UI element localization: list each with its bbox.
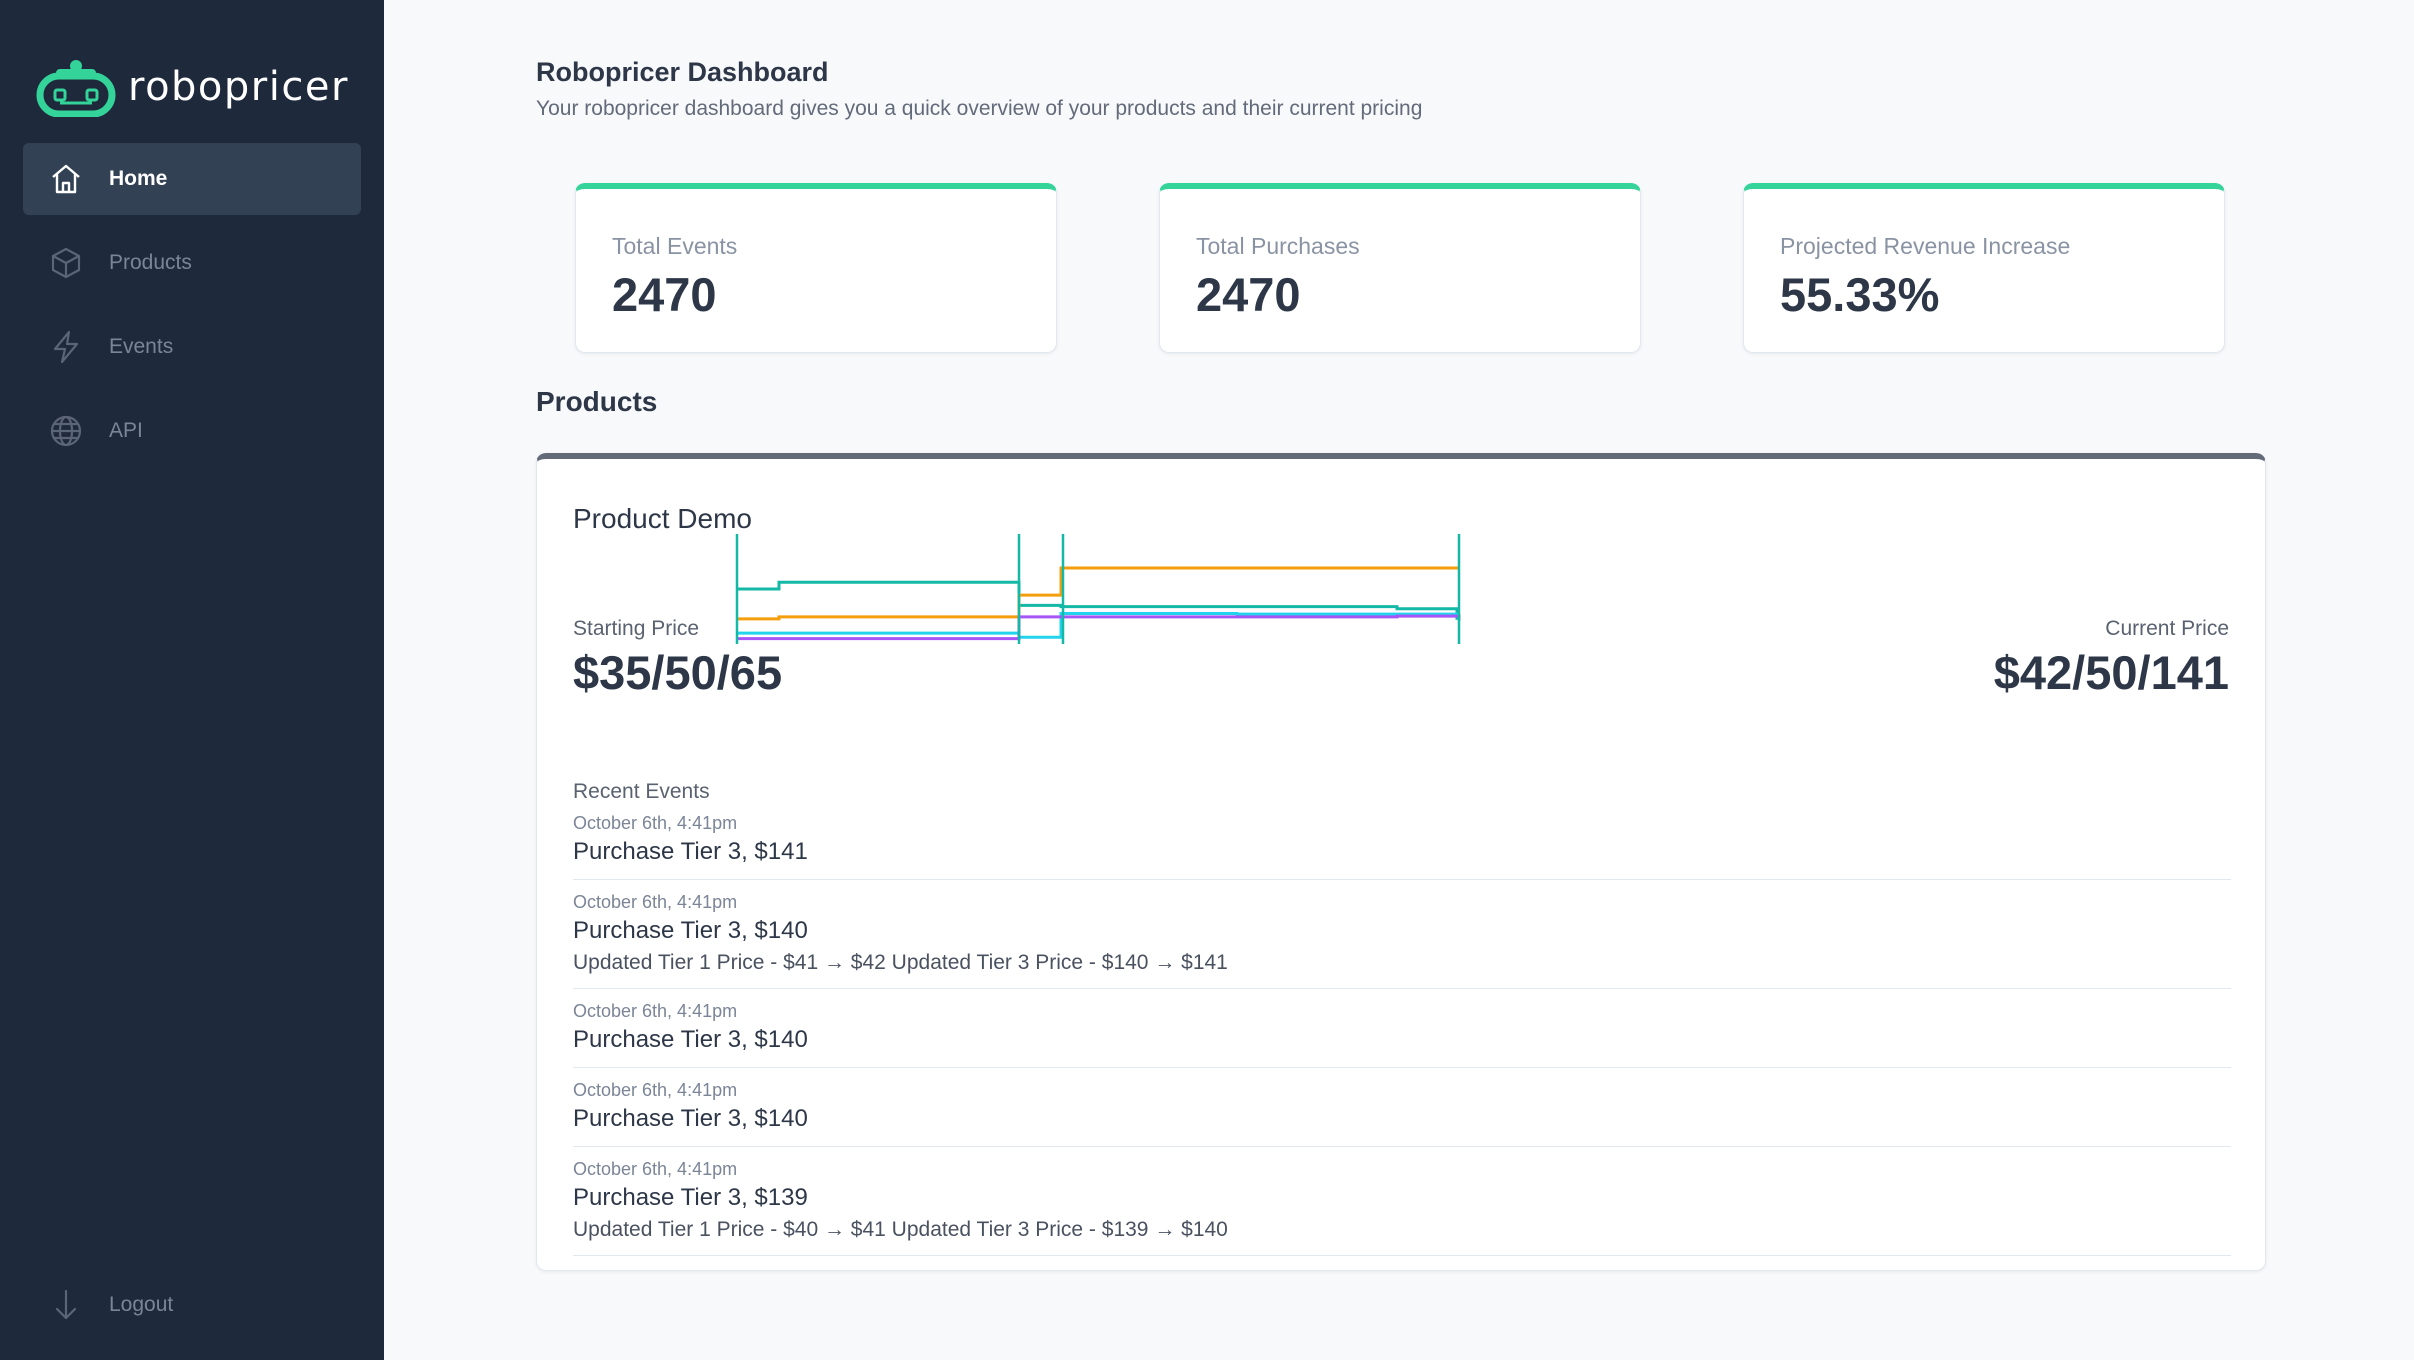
home-icon: [49, 162, 83, 196]
sidebar-item-label: Events: [109, 335, 174, 358]
sidebar-item-label: Home: [109, 167, 168, 190]
recent-events-label: Recent Events: [573, 780, 710, 803]
stat-value: 55.33%: [1780, 268, 1940, 321]
page-title: Robopricer Dashboard: [536, 57, 829, 87]
logout-section: Logout: [23, 1269, 361, 1353]
logout-button[interactable]: Logout: [23, 1269, 361, 1341]
event-detail: Updated Tier 1 Price - $41 → $42 Updated…: [573, 951, 1228, 974]
brand-logo[interactable]: robopricer: [36, 56, 349, 118]
stat-card-total-purchases: Total Purchases 2470: [1159, 183, 1641, 353]
product-card[interactable]: Product Demo Starting Price $35/50/65 Cu…: [536, 453, 2266, 1271]
arrow-down-icon: [49, 1288, 83, 1322]
event-title: Purchase Tier 3, $141: [573, 838, 808, 865]
page-subtitle: Your robopricer dashboard gives you a qu…: [536, 97, 1423, 120]
sidebar-item-products[interactable]: Products: [23, 227, 361, 299]
sidebar-item-home[interactable]: Home: [23, 143, 361, 215]
chart-series-line: [737, 580, 1461, 621]
recent-events-list: October 6th, 4:41pm Purchase Tier 3, $141…: [573, 811, 2231, 1266]
current-price: Current Price $42/50/141: [1994, 617, 2229, 700]
list-item[interactable]: October 6th, 4:41pm Purchase Tier 3, $140: [573, 1078, 2231, 1147]
event-title: Purchase Tier 3, $140: [573, 1105, 808, 1132]
sidebar-item-label: Products: [109, 251, 192, 274]
logout-label: Logout: [109, 1293, 174, 1316]
section-title-products: Products: [536, 386, 658, 417]
main-content: Robopricer Dashboard Your robopricer das…: [384, 0, 2414, 1360]
starting-price-value: $35/50/65: [573, 646, 783, 699]
event-time: October 6th, 4:41pm: [573, 1159, 738, 1179]
sidebar: robopricer Home Products: [0, 0, 384, 1360]
starting-price: Starting Price $35/50/65: [573, 617, 782, 700]
stat-value: 2470: [1196, 268, 1301, 321]
stat-value: 2470: [612, 268, 717, 321]
stat-card-total-events: Total Events 2470: [575, 183, 1057, 353]
starting-price-label: Starting Price: [573, 617, 700, 640]
stat-card-projected-revenue: Projected Revenue Increase 55.33%: [1743, 183, 2225, 353]
list-item[interactable]: October 6th, 4:41pm Purchase Tier 3, $140: [573, 999, 2231, 1068]
globe-icon: [49, 414, 83, 448]
event-time: October 6th, 4:41pm: [573, 1080, 738, 1100]
event-title: Purchase Tier 3, $140: [573, 917, 808, 944]
event-title: Purchase Tier 3, $139: [573, 1184, 808, 1211]
event-time: October 6th, 4:41pm: [573, 892, 738, 912]
sidebar-item-api[interactable]: API: [23, 395, 361, 467]
price-history-chart: [735, 534, 1461, 644]
list-item[interactable]: October 6th, 4:41pm Purchase Tier 3, $139…: [573, 1157, 2231, 1256]
event-time: October 6th, 4:41pm: [573, 813, 738, 833]
list-item[interactable]: October 6th, 4:41pm Purchase Tier 3, $140…: [573, 890, 2231, 989]
robot-logo-icon: [36, 60, 116, 117]
chart-series-line: [737, 611, 1459, 639]
event-time: October 6th, 4:41pm: [573, 1001, 738, 1021]
sidebar-nav: Home Products Events: [23, 143, 361, 479]
stat-label: Total Events: [612, 233, 738, 259]
sidebar-item-label: API: [109, 419, 143, 442]
product-name: Product Demo: [573, 503, 752, 534]
chart-series-line: [737, 614, 1461, 641]
event-detail: Updated Tier 1 Price - $40 → $41 Updated…: [573, 1218, 1228, 1241]
box-icon: [49, 246, 83, 280]
sidebar-item-events[interactable]: Events: [23, 311, 361, 383]
current-price-label: Current Price: [2105, 617, 2229, 640]
list-item[interactable]: October 6th, 4:41pm Purchase Tier 3, $141: [573, 811, 2231, 880]
chart-series-line: [737, 566, 1459, 621]
stat-label: Total Purchases: [1196, 233, 1360, 259]
brand-name: robopricer: [128, 64, 349, 110]
lightning-icon: [49, 330, 83, 364]
stat-label: Projected Revenue Increase: [1780, 233, 2071, 259]
event-title: Purchase Tier 3, $140: [573, 1026, 808, 1053]
current-price-value: $42/50/141: [1993, 646, 2229, 699]
